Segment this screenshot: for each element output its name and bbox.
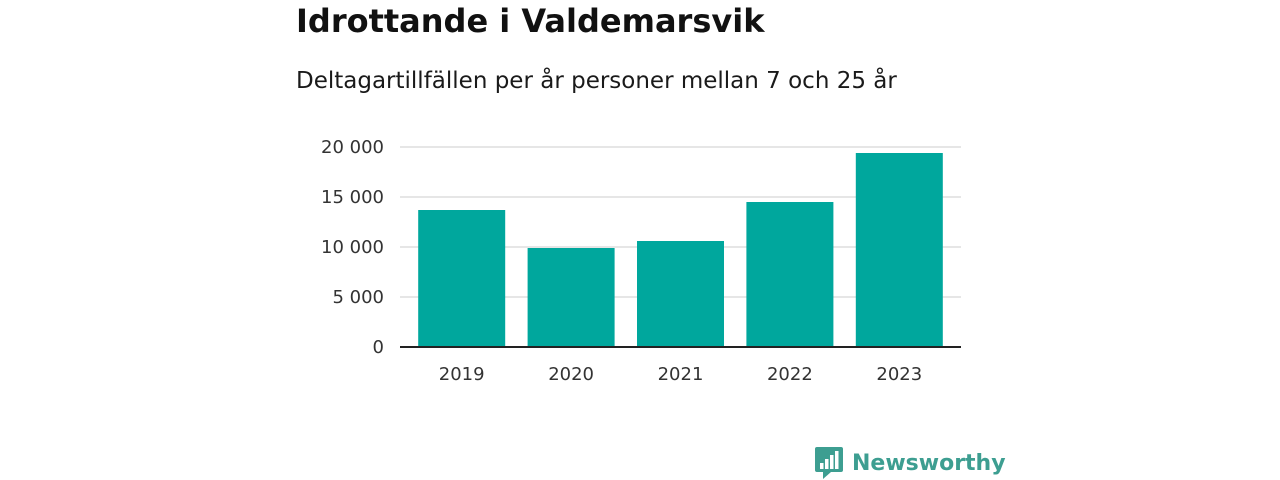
chart-title: Idrottande i Valdemarsvik <box>296 2 765 40</box>
x-tick-label: 2023 <box>876 364 922 385</box>
y-tick-label: 0 <box>373 337 384 358</box>
bars <box>418 153 943 347</box>
bar-2020 <box>527 248 615 347</box>
y-tick-label: 15 000 <box>321 187 384 208</box>
brand: Newsworthy <box>814 446 1006 480</box>
y-tick-label: 5 000 <box>332 287 384 308</box>
x-axis-ticks: 2019 2020 2021 2022 2023 <box>439 364 922 385</box>
y-tick-label: 20 000 <box>321 137 384 158</box>
x-tick-label: 2022 <box>767 364 813 385</box>
bar-2023 <box>855 153 943 347</box>
bar-2021 <box>637 241 724 347</box>
bar-2022 <box>746 202 834 347</box>
y-tick-label: 10 000 <box>321 237 384 258</box>
x-tick-label: 2020 <box>548 364 594 385</box>
y-axis-ticks: 0 5 000 10 000 15 000 20 000 <box>321 137 384 358</box>
chart-subtitle: Deltagartillfällen per år personer mella… <box>296 68 897 94</box>
brand-name: Newsworthy <box>852 450 1006 476</box>
x-tick-label: 2019 <box>439 364 485 385</box>
bar-2019 <box>418 210 506 347</box>
x-tick-label: 2021 <box>658 364 704 385</box>
newsworthy-logo-icon <box>815 447 843 479</box>
